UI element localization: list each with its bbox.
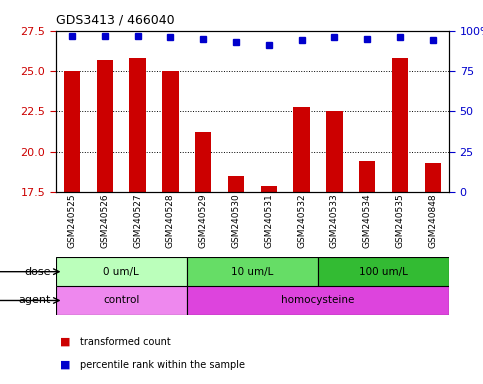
Bar xyxy=(187,286,449,315)
Bar xyxy=(425,163,441,192)
Text: control: control xyxy=(103,295,139,306)
Text: dose: dose xyxy=(24,266,51,277)
Bar xyxy=(195,132,212,192)
Text: GDS3413 / 466040: GDS3413 / 466040 xyxy=(56,14,174,27)
Bar xyxy=(326,111,342,192)
Bar xyxy=(318,257,449,286)
Text: transformed count: transformed count xyxy=(80,337,170,347)
Text: percentile rank within the sample: percentile rank within the sample xyxy=(80,360,245,370)
Bar xyxy=(56,286,187,315)
Text: ■: ■ xyxy=(60,360,71,370)
Bar xyxy=(162,71,179,192)
Bar xyxy=(187,257,318,286)
Bar xyxy=(359,161,375,192)
Bar xyxy=(260,185,277,192)
Bar xyxy=(129,58,146,192)
Text: agent: agent xyxy=(18,295,51,306)
Bar xyxy=(56,257,187,286)
Bar xyxy=(293,106,310,192)
Text: 10 um/L: 10 um/L xyxy=(231,266,273,277)
Text: homocysteine: homocysteine xyxy=(281,295,355,306)
Text: 100 um/L: 100 um/L xyxy=(359,266,408,277)
Text: 0 um/L: 0 um/L xyxy=(103,266,139,277)
Bar xyxy=(392,58,408,192)
Bar xyxy=(64,71,80,192)
Text: ■: ■ xyxy=(60,337,71,347)
Bar xyxy=(97,60,113,192)
Bar xyxy=(228,176,244,192)
